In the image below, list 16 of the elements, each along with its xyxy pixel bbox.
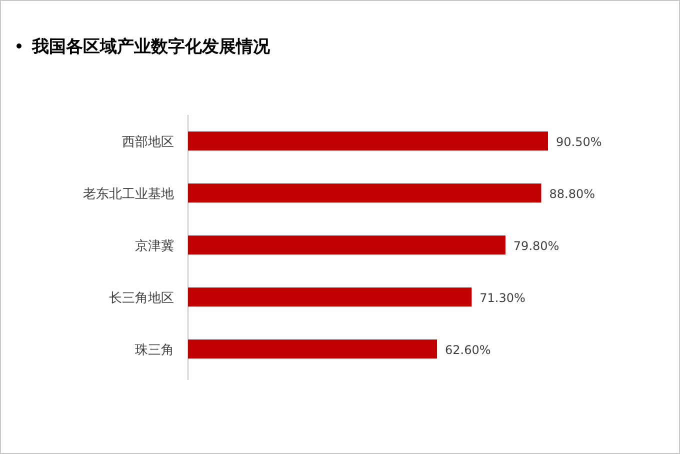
y-tick-label: 长三角地区 [109,291,174,306]
bar [188,340,438,358]
data-label: 90.50% [556,135,602,149]
data-label: 79.80% [513,239,560,253]
bar [188,288,472,306]
data-label: 88.80% [549,187,596,201]
data-label: 71.30% [480,291,526,305]
data-label: 62.60% [445,343,491,357]
y-tick-label: 京津冀 [135,239,174,254]
bar [188,184,542,202]
y-tick-label: 珠三角 [135,343,174,358]
bar [188,236,506,254]
y-tick-label: 老东北工业基地 [83,187,174,202]
bar [188,132,548,150]
chart-title: 我国各区域产业数字化发展情况 [31,37,271,57]
y-tick-label: 西部地区 [122,135,174,150]
